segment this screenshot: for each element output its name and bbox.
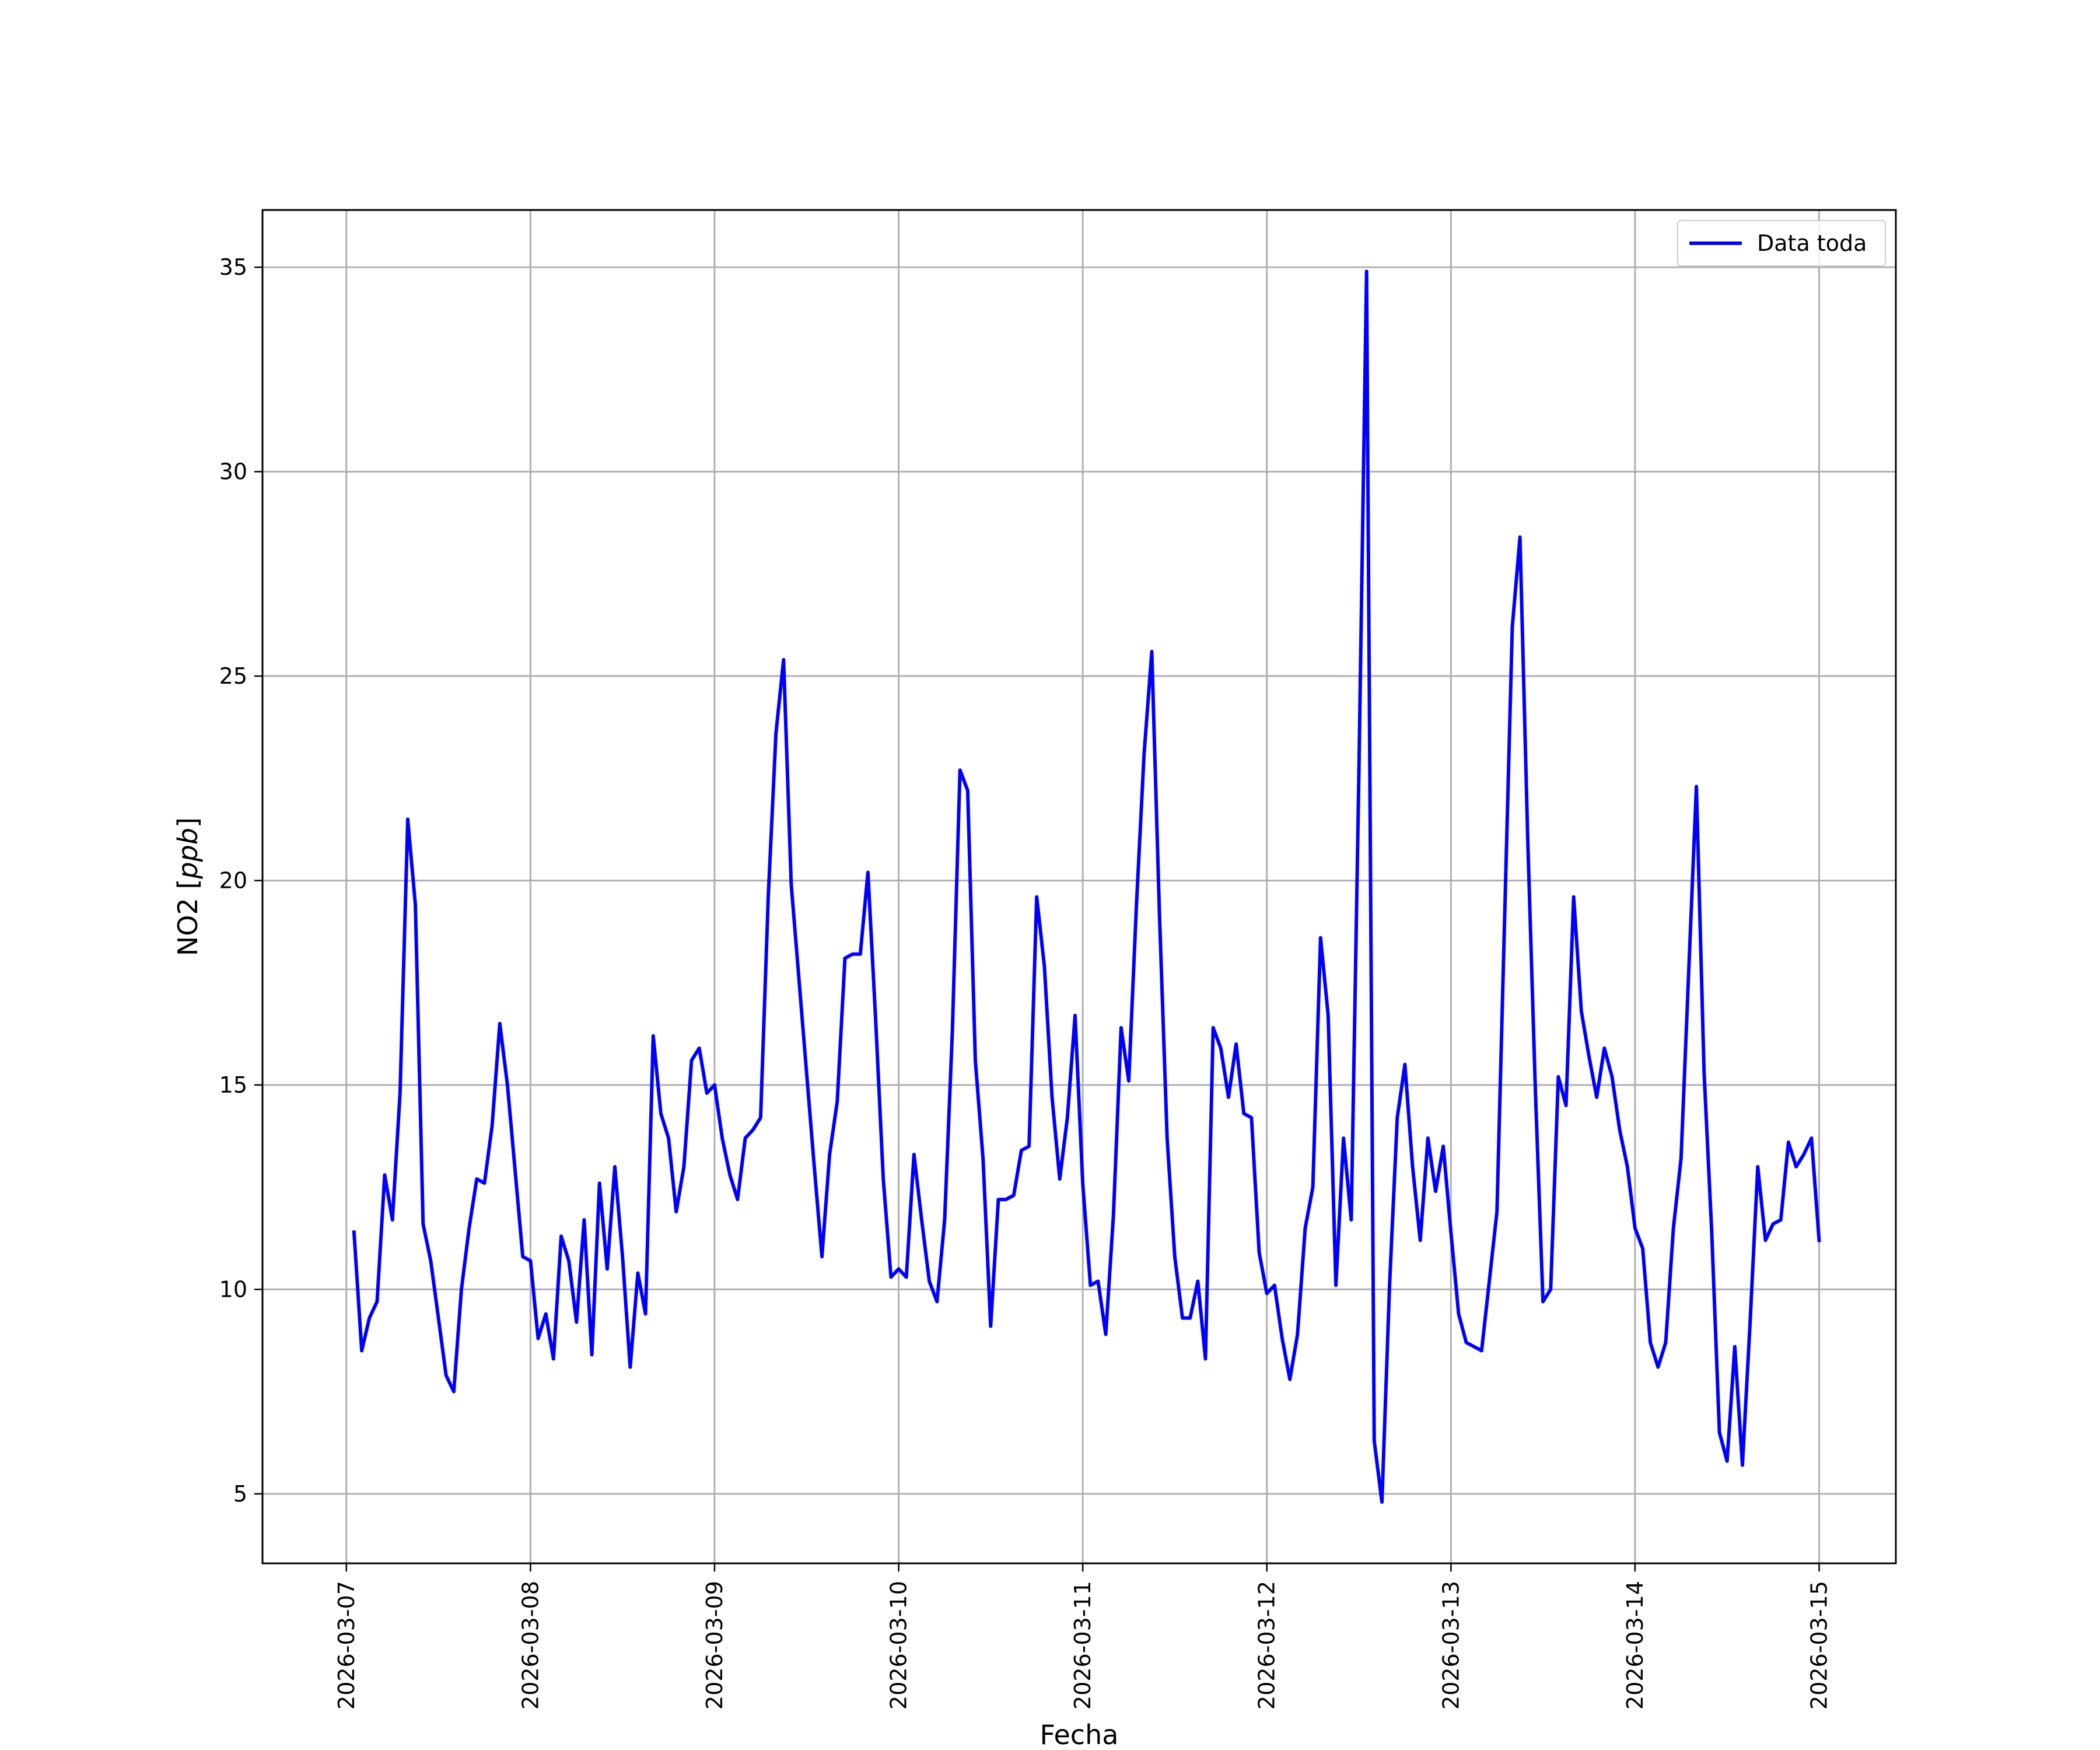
y-tick-label: 25 [219,663,247,689]
legend: Data toda [1677,220,1886,267]
y-tick-label: 5 [233,1481,247,1507]
plot-frame [261,209,1897,1564]
y-tick-label: 10 [219,1276,247,1302]
legend-label: Data toda [1757,230,1867,256]
x-tick-label: 2026-03-08 [517,1581,543,1710]
y-axis-title-suffix: ] [172,817,204,828]
y-axis-ticks: 5 10 15 20 25 30 35 [219,254,262,1507]
y-tick-label: 30 [219,459,247,485]
y-axis-title-unit: ppb [172,828,204,880]
x-axis-title: Fecha [1040,1719,1119,1750]
y-tick-label: 20 [219,867,247,893]
x-tick-label: 2026-03-10 [886,1581,912,1710]
x-tick-label: 2026-03-13 [1438,1581,1464,1710]
legend-box [1677,220,1886,267]
x-tick-label: 2026-03-12 [1254,1581,1280,1710]
series-line-data-toda [352,270,1821,1504]
series-layer [352,270,1821,1504]
x-tick-label: 2026-03-07 [334,1581,359,1710]
y-tick-label: 15 [219,1072,247,1098]
grid [262,210,1896,1563]
y-axis-title-prefix: NO2 [ [172,879,204,956]
x-tick-label: 2026-03-15 [1807,1581,1832,1710]
x-axis-ticks: 2026-03-07 2026-03-08 2026-03-09 2026-03-10… [334,1563,1832,1710]
y-axis-title: NO2 [ppb] [172,817,204,956]
x-tick-label: 2026-03-14 [1622,1581,1648,1710]
y-tick-label: 35 [219,254,247,280]
x-tick-label: 2026-03-11 [1070,1581,1096,1710]
x-tick-label: 2026-03-09 [702,1581,727,1710]
